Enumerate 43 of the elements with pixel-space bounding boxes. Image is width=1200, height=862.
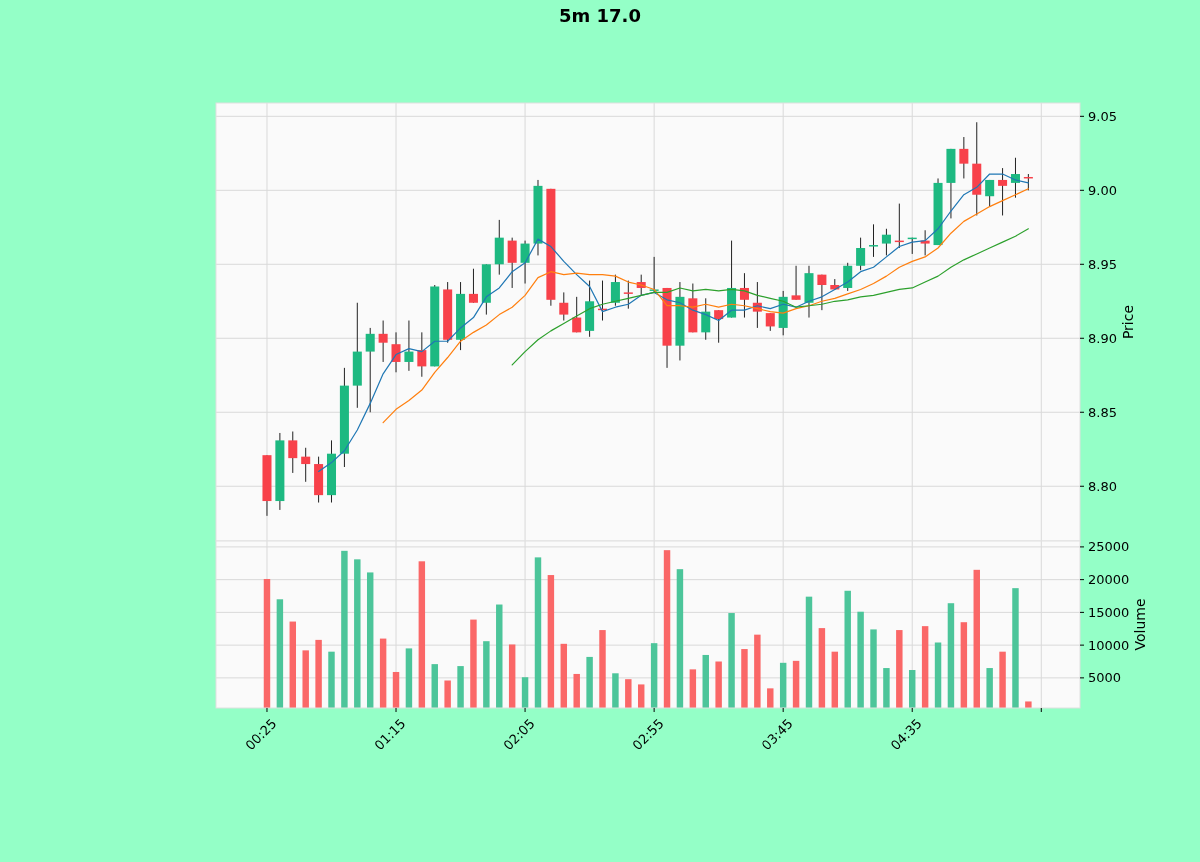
chart-title: 5m 17.0 — [559, 5, 641, 26]
y-axis-title: Volume — [1132, 598, 1148, 651]
y-tick-label: 8.85 — [1088, 404, 1117, 420]
candlestick — [739, 272, 749, 319]
candlestick — [985, 179, 995, 208]
candlestick — [868, 223, 879, 258]
candlestick — [391, 331, 401, 373]
line-series — [382, 188, 1029, 424]
y-tick-label: 15000 — [1088, 604, 1130, 620]
candlestick — [998, 167, 1008, 216]
candlestick — [417, 331, 427, 378]
candlestick — [920, 229, 930, 256]
candlestick — [856, 237, 866, 271]
y-tick-label: 9.00 — [1088, 182, 1117, 198]
candlestick — [623, 280, 633, 310]
candlestick — [881, 228, 891, 256]
candlestick — [288, 431, 298, 474]
y-tick-label: 25000 — [1088, 539, 1130, 555]
y-tick-label: 10000 — [1088, 637, 1130, 653]
candlestick — [791, 265, 801, 301]
candlestick — [365, 327, 375, 413]
candlestick — [520, 240, 530, 285]
candlestick — [378, 320, 388, 363]
y-axis-title: Price — [1120, 304, 1136, 340]
candlestick — [507, 237, 517, 289]
line-series — [511, 228, 1029, 366]
y-tick-label: 9.05 — [1088, 108, 1117, 124]
candlestick — [817, 274, 827, 311]
y-tick-label: 8.80 — [1088, 478, 1117, 494]
candlestick — [404, 320, 414, 372]
candlestick — [572, 296, 582, 333]
candlestick — [843, 262, 853, 292]
candlestick — [610, 274, 620, 307]
candlestick — [301, 447, 311, 483]
candlestick — [714, 309, 724, 344]
candlestick — [649, 256, 659, 293]
y-tick-label: 5000 — [1088, 670, 1122, 686]
y-tick-label: 8.90 — [1088, 330, 1117, 346]
y-tick-label: 8.95 — [1088, 256, 1117, 272]
candlestick — [468, 268, 478, 304]
y-tick-label: 20000 — [1088, 572, 1130, 588]
candlestick — [559, 291, 569, 322]
candlestick — [959, 136, 969, 179]
